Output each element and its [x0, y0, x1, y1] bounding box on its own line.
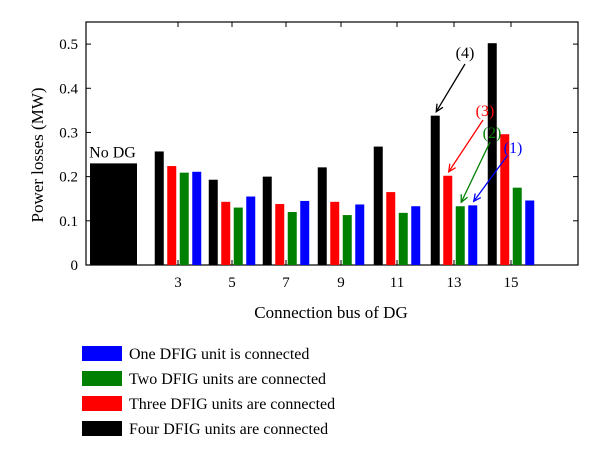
annotation-arrow-shaft: [448, 119, 484, 173]
y-axis-label: Power losses (MW): [28, 87, 47, 222]
legend-swatch: [82, 346, 122, 361]
annotation-arrow-head: [447, 163, 456, 173]
legend-label: Four DFIG units are connected: [129, 421, 328, 438]
bar-bus15-series1: [487, 43, 497, 265]
annotation-3: (2): [460, 125, 502, 204]
x-tick-label: 9: [337, 275, 345, 291]
bar-bus13-series3: [455, 206, 465, 265]
annotation-arrow-head: [460, 194, 468, 204]
y-tick-label: 0.4: [59, 81, 78, 97]
legend-item: One DFIG unit is connected: [82, 346, 309, 363]
annotation-1: (4): [435, 45, 475, 113]
annotation-label: (1): [504, 140, 523, 157]
no-dg-label: No DG: [89, 144, 136, 161]
bar-bus11-series4: [411, 206, 421, 265]
x-axis-label: Connection bus of DG: [254, 303, 407, 322]
bar-bus3-series3: [179, 172, 189, 265]
annotation-arrow-shaft: [473, 155, 508, 202]
annotation-label: (4): [456, 45, 475, 62]
legend-item: Two DFIG units are connected: [82, 371, 326, 388]
y-tick-label: 0.2: [59, 170, 78, 186]
bar-bus9-series3: [342, 215, 352, 265]
legend-swatch: [82, 371, 122, 386]
y-tick-label: 0.5: [59, 37, 78, 53]
bar-bus9-series1: [317, 167, 327, 265]
y-tick-label: 0.1: [59, 214, 78, 230]
legend-label: Three DFIG units are connected: [129, 396, 335, 413]
legend-label: One DFIG unit is connected: [129, 346, 309, 363]
bar-bus5-series1: [208, 179, 218, 265]
bar-bus5-series2: [221, 201, 231, 265]
bar-bus5-series3: [233, 207, 243, 265]
bar-no-dg: [90, 163, 137, 265]
y-tick-label: 0: [71, 258, 79, 274]
x-tick-label: 11: [390, 275, 404, 291]
legend-label: Two DFIG units are connected: [129, 371, 326, 388]
x-tick-label: 13: [447, 275, 462, 291]
bar-bus3-series1: [154, 151, 164, 265]
annotation-label: (3): [476, 103, 495, 120]
legend-swatch: [82, 396, 122, 411]
annotation-4: (1): [472, 140, 523, 203]
legend-swatch: [82, 421, 122, 436]
bar-bus13-series1: [430, 115, 440, 265]
bar-bus3-series4: [192, 171, 202, 265]
annotation-arrow-head: [472, 193, 482, 203]
bar-bus5-series4: [246, 196, 256, 265]
annotation-2: (3): [447, 103, 495, 173]
bar-bus13-series4: [468, 205, 478, 265]
bar-bus7-series3: [287, 211, 297, 265]
bar-bus3-series2: [167, 166, 177, 265]
bar-bus15-series3: [512, 187, 522, 265]
bar-bus15-series2: [500, 134, 510, 265]
x-tick-label: 3: [174, 275, 182, 291]
annotation-arrow-head: [435, 103, 444, 113]
bar-bus11-series1: [373, 146, 383, 265]
annotation-label: (2): [483, 125, 502, 142]
bar-bus9-series4: [355, 204, 365, 265]
annotation-arrow-shaft: [460, 141, 491, 203]
legend: One DFIG unit is connected Two DFIG units…: [82, 346, 335, 438]
bar-bus13-series2: [443, 175, 453, 265]
annotation-arrow-shaft: [435, 63, 466, 113]
legend-item: Four DFIG units are connected: [82, 421, 328, 438]
bar-bus15-series4: [525, 200, 535, 265]
y-tick-label: 0.3: [59, 125, 78, 141]
legend-item: Three DFIG units are connected: [82, 396, 335, 413]
x-tick-label: 15: [504, 275, 519, 291]
bar-bus9-series2: [330, 201, 340, 265]
bar-bus11-series3: [398, 212, 408, 265]
bar-bus7-series4: [300, 200, 310, 265]
bar-bus7-series2: [275, 204, 285, 265]
x-tick-label: 7: [282, 275, 290, 291]
bar-bus7-series1: [262, 176, 272, 265]
x-tick-label: 5: [228, 275, 236, 291]
bar-bus11-series2: [386, 192, 396, 265]
